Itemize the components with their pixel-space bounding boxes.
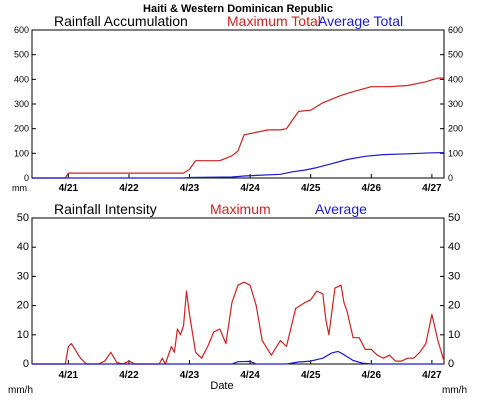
accumulation-plot-frame	[31, 29, 445, 179]
y-tick-label-left: 600	[14, 25, 29, 35]
intensity-plot-frame	[31, 217, 445, 365]
accumulation-legend-average: Average Total	[318, 13, 403, 29]
y-tick-label-right: 20	[448, 300, 460, 312]
x-tick-label: 4/24	[240, 183, 260, 194]
x-tick-label: 4/27	[422, 370, 442, 381]
x-tick-label: 4/23	[180, 370, 200, 381]
y-tick-label-left: 0	[24, 173, 29, 183]
accumulation-unit-label: mm	[12, 183, 27, 193]
intensity-unit-label-left: mm/h	[8, 385, 33, 396]
y-tick-label-right: 300	[448, 99, 463, 109]
series-line-maximum	[32, 77, 444, 179]
accumulation-legend-maximum: Maximum Total	[227, 13, 321, 29]
y-tick-label-left: 300	[14, 99, 29, 109]
x-tick-label: 4/23	[180, 183, 200, 194]
y-tick-label-left: 100	[14, 148, 29, 158]
x-tick-label: 4/21	[59, 370, 79, 381]
y-tick-label-right: 50	[448, 212, 460, 224]
y-tick-label-left: 20	[17, 300, 29, 312]
y-tick-label-right: 200	[448, 124, 463, 134]
x-tick-label: 4/25	[301, 370, 321, 381]
intensity-title: Rainfall Intensity	[54, 201, 157, 217]
y-tick-label-left: 40	[17, 241, 29, 253]
intensity-legend-average: Average	[315, 201, 367, 217]
series-line-maximum	[32, 281, 445, 365]
accumulation-title: Rainfall Accumulation	[54, 13, 188, 29]
intensity-unit-label-right: mm/h	[442, 385, 467, 396]
y-tick-label-right: 100	[448, 148, 463, 158]
x-tick-label: 4/25	[301, 183, 321, 194]
y-tick-label-left: 400	[14, 74, 29, 84]
intensity-legend-maximum: Maximum	[210, 201, 271, 217]
x-tick-label: 4/22	[119, 183, 139, 194]
y-tick-label-left: 500	[14, 50, 29, 60]
x-tick-label: 4/22	[119, 370, 139, 381]
y-tick-label-left: 50	[17, 212, 29, 224]
y-tick-label-right: 500	[448, 50, 463, 60]
x-tick-label: 4/24	[240, 370, 260, 381]
y-tick-label-left: 10	[17, 329, 29, 341]
x-axis-label: Date	[210, 380, 233, 392]
y-tick-label-right: 30	[448, 270, 460, 282]
y-tick-label-left: 200	[14, 124, 29, 134]
y-tick-label-right: 0	[448, 358, 454, 370]
series-line-average	[32, 350, 444, 365]
y-tick-label-right: 0	[448, 173, 453, 183]
x-tick-label: 4/26	[362, 370, 382, 381]
series-line-average	[32, 152, 445, 179]
y-tick-label-right: 40	[448, 241, 460, 253]
y-tick-label-left: 0	[23, 358, 29, 370]
y-tick-label-right: 10	[448, 329, 460, 341]
x-tick-label: 4/27	[422, 183, 442, 194]
x-tick-label: 4/26	[362, 183, 382, 194]
figure-title: Haiti & Western Dominican Republic	[143, 3, 333, 15]
y-tick-label-left: 30	[17, 270, 29, 282]
y-tick-label-right: 600	[448, 25, 463, 35]
y-tick-label-right: 400	[448, 74, 463, 84]
x-tick-label: 4/21	[59, 183, 79, 194]
